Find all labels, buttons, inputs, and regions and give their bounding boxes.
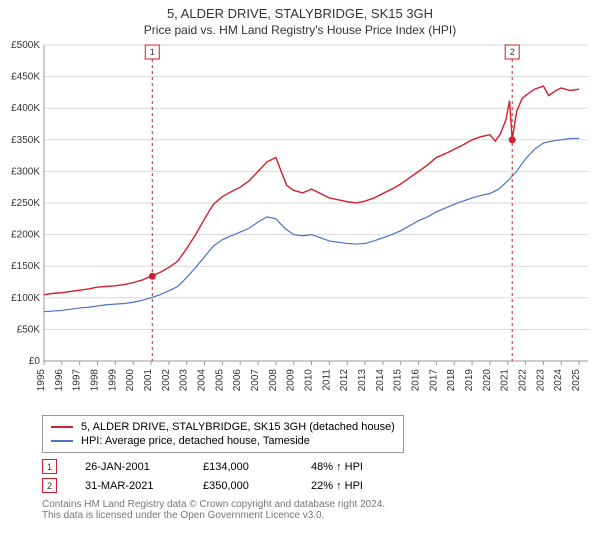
svg-text:1995: 1995 (36, 369, 47, 392)
svg-text:2003: 2003 (179, 369, 190, 392)
event-price: £350,000 (203, 480, 283, 492)
svg-text:2022: 2022 (518, 369, 529, 392)
svg-text:1998: 1998 (90, 369, 101, 392)
svg-text:2002: 2002 (161, 369, 172, 392)
svg-text:1999: 1999 (107, 369, 118, 392)
svg-text:2010: 2010 (304, 369, 315, 392)
svg-text:2021: 2021 (500, 369, 511, 392)
chart-title: 5, ALDER DRIVE, STALYBRIDGE, SK15 3GH (0, 6, 600, 21)
event-row: 1 26-JAN-2001 £134,000 48% ↑ HPI (42, 457, 590, 476)
svg-text:£50K: £50K (17, 324, 41, 335)
legend-item: HPI: Average price, detached house, Tame… (51, 434, 395, 448)
event-marker: 2 (42, 478, 57, 493)
event-date: 26-JAN-2001 (85, 461, 175, 473)
event-delta: 48% ↑ HPI (311, 461, 363, 473)
svg-text:2007: 2007 (250, 369, 261, 392)
svg-text:2017: 2017 (428, 369, 439, 392)
svg-text:2024: 2024 (553, 369, 564, 392)
event-date: 31-MAR-2021 (85, 480, 175, 492)
event-price: £134,000 (203, 461, 283, 473)
svg-text:2015: 2015 (393, 369, 404, 392)
svg-text:£100K: £100K (11, 293, 40, 304)
legend-label: 5, ALDER DRIVE, STALYBRIDGE, SK15 3GH (d… (81, 420, 395, 434)
footer-line: This data is licensed under the Open Gov… (42, 510, 590, 521)
legend: 5, ALDER DRIVE, STALYBRIDGE, SK15 3GH (d… (42, 415, 404, 453)
event-delta: 22% ↑ HPI (311, 480, 363, 492)
svg-text:2001: 2001 (143, 369, 154, 392)
svg-text:2: 2 (510, 47, 515, 57)
svg-text:£200K: £200K (11, 230, 40, 241)
svg-text:£0: £0 (29, 356, 41, 367)
svg-text:2013: 2013 (357, 369, 368, 392)
svg-text:2014: 2014 (375, 369, 386, 392)
title-block: 5, ALDER DRIVE, STALYBRIDGE, SK15 3GH Pr… (0, 0, 600, 39)
legend-swatch (51, 426, 73, 428)
svg-text:2016: 2016 (411, 369, 422, 392)
svg-text:2000: 2000 (125, 369, 136, 392)
footer-line: Contains HM Land Registry data © Crown c… (42, 499, 590, 510)
event-marker: 1 (42, 459, 57, 474)
svg-text:2020: 2020 (482, 369, 493, 392)
svg-text:1996: 1996 (54, 369, 65, 392)
event-row: 2 31-MAR-2021 £350,000 22% ↑ HPI (42, 476, 590, 495)
svg-text:2009: 2009 (286, 369, 297, 392)
svg-text:£450K: £450K (11, 72, 40, 83)
page: 5, ALDER DRIVE, STALYBRIDGE, SK15 3GH Pr… (0, 0, 600, 521)
event-table: 1 26-JAN-2001 £134,000 48% ↑ HPI 2 31-MAR-202… (42, 457, 590, 495)
svg-text:2025: 2025 (571, 369, 582, 392)
line-chart: £0 £50K £100K £150K £200K £250K £300K £350K £400… (0, 39, 600, 409)
legend-label: HPI: Average price, detached house, Tame… (81, 434, 310, 448)
svg-text:£400K: £400K (11, 103, 40, 114)
svg-text:£350K: £350K (11, 135, 40, 146)
legend-item: 5, ALDER DRIVE, STALYBRIDGE, SK15 3GH (d… (51, 420, 395, 434)
svg-text:2012: 2012 (339, 369, 350, 392)
svg-text:£300K: £300K (11, 166, 40, 177)
svg-text:1: 1 (150, 47, 155, 57)
svg-text:2019: 2019 (464, 369, 475, 392)
legend-swatch (51, 440, 73, 442)
chart-area: £0 £50K £100K £150K £200K £250K £300K £350K £400… (0, 39, 600, 409)
svg-text:2018: 2018 (446, 369, 457, 392)
footer: Contains HM Land Registry data © Crown c… (42, 499, 590, 521)
svg-text:£150K: £150K (11, 261, 40, 272)
svg-text:2004: 2004 (197, 369, 208, 392)
svg-text:2005: 2005 (214, 369, 225, 392)
svg-text:2008: 2008 (268, 369, 279, 392)
svg-text:1997: 1997 (72, 369, 83, 392)
svg-text:£500K: £500K (11, 40, 40, 51)
svg-text:£250K: £250K (11, 198, 40, 209)
svg-text:2023: 2023 (535, 369, 546, 392)
svg-text:2006: 2006 (232, 369, 243, 392)
svg-text:2011: 2011 (321, 369, 332, 391)
chart-subtitle: Price paid vs. HM Land Registry's House … (0, 23, 600, 37)
